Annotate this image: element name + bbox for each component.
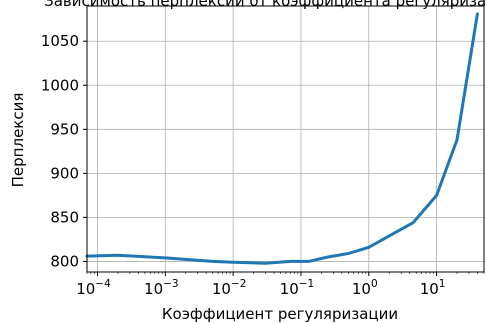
grid: [87, 6, 484, 272]
plot-frame: [86, 5, 485, 273]
y-axis: 800 850 900 950 1000 1050: [41, 32, 87, 270]
series-line: [85, 12, 479, 265]
x-tick-label: 10−1: [280, 278, 315, 298]
chart-title: Зависимость перплексии от коэффициента р…: [44, 0, 487, 10]
x-tick-label: 10−4: [76, 278, 111, 298]
x-tick-label: 100: [352, 278, 378, 298]
y-tick-label: 950: [50, 120, 79, 138]
x-tick-label: 101: [420, 278, 446, 298]
y-axis-label: Перплексия: [9, 93, 27, 188]
x-tick-label: 10−3: [144, 278, 179, 298]
y-tick-label: 850: [50, 208, 79, 226]
x-axis-label: Коэффициент регуляризации: [162, 305, 398, 323]
x-tick-label: 10−2: [212, 278, 247, 298]
x-axis: 10−4 10−3 10−2 10−1 100 101: [76, 272, 485, 298]
series: [85, 12, 479, 265]
y-tick-label: 1000: [41, 76, 79, 94]
y-tick-label: 1050: [41, 32, 79, 50]
y-tick-label: 800: [50, 252, 79, 270]
y-tick-label: 900: [50, 164, 79, 182]
